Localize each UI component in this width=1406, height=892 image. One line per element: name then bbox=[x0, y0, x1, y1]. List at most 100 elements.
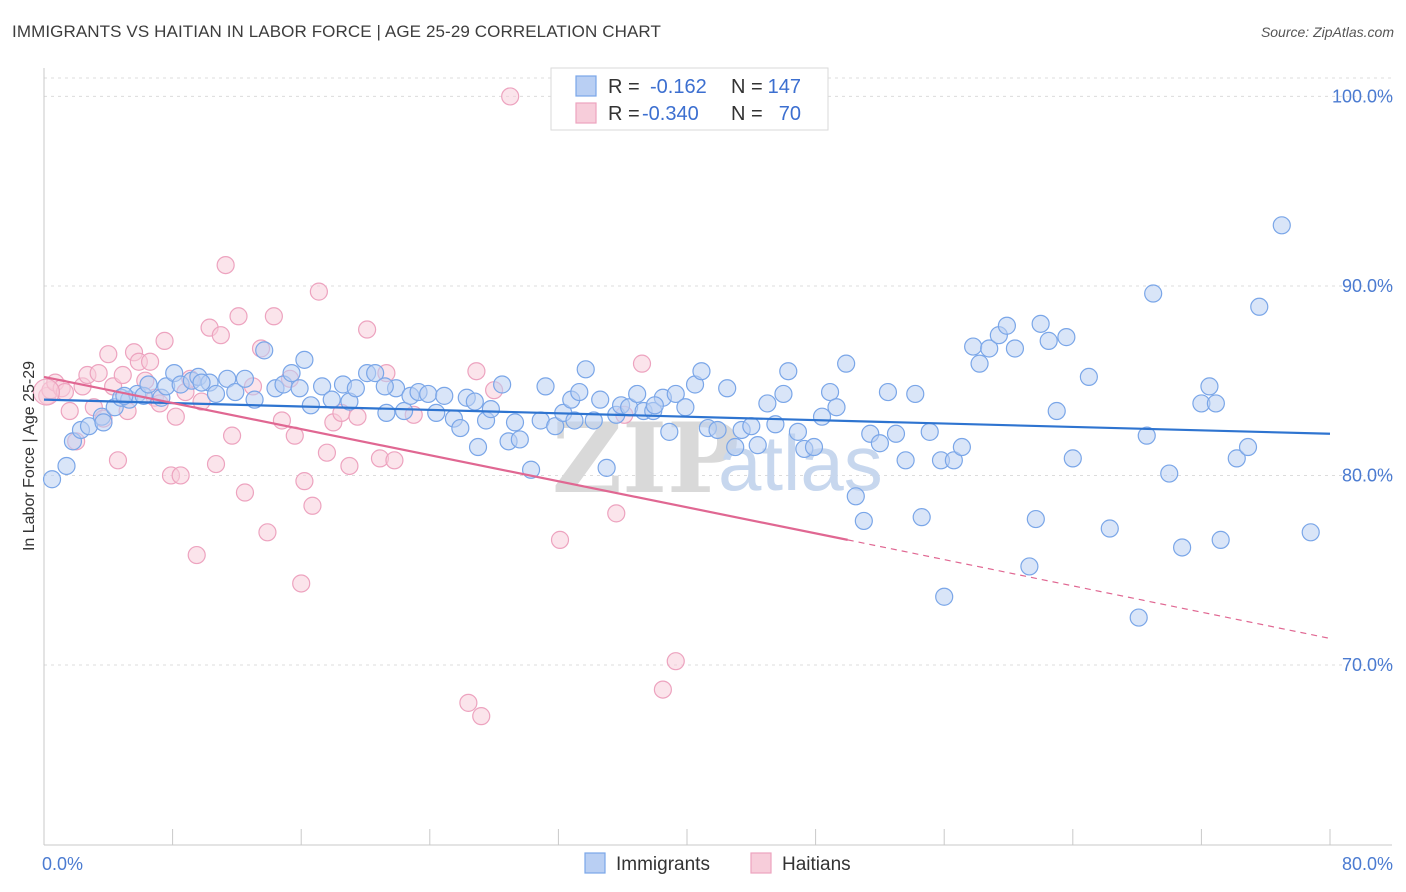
haitians-point bbox=[295, 472, 314, 491]
haitians-point bbox=[60, 401, 79, 421]
immigrants-point bbox=[837, 354, 856, 373]
legend-top: R = -0.162 N = 147 R = -0.340 N = 70 bbox=[550, 67, 829, 131]
y-axis-label: In Labor Force | Age 25-29 bbox=[21, 361, 38, 551]
immigrants-point bbox=[584, 411, 603, 430]
immigrants-point bbox=[377, 403, 396, 423]
haitians-point bbox=[358, 320, 377, 339]
legend-n-label: N = bbox=[731, 76, 763, 98]
y-tick-label: 80.0% bbox=[1342, 465, 1393, 485]
immigrants-point bbox=[546, 417, 565, 436]
haitians-point bbox=[89, 364, 108, 383]
legend-r-value: -0.162 bbox=[650, 76, 707, 98]
immigrants-point bbox=[1063, 449, 1082, 468]
immigrants-point bbox=[920, 422, 939, 441]
haitians-point bbox=[206, 454, 226, 474]
immigrants-point bbox=[366, 364, 385, 383]
immigrants-point bbox=[1173, 538, 1192, 557]
immigrants-point bbox=[692, 362, 711, 381]
legend-bottom: Immigrants Haitians bbox=[584, 852, 851, 875]
haitians-point bbox=[113, 365, 132, 385]
immigrants-point bbox=[1238, 437, 1258, 457]
haitians-point bbox=[99, 345, 118, 364]
haitians-point bbox=[222, 426, 242, 445]
immigrants-point bbox=[812, 407, 832, 426]
immigrants-point bbox=[1100, 519, 1119, 538]
immigrants-point bbox=[666, 384, 685, 404]
immigrants-point bbox=[1057, 328, 1076, 347]
immigrants-point bbox=[912, 508, 931, 527]
legend-bottom-swatch-haitians bbox=[750, 852, 772, 874]
immigrants-point bbox=[1227, 449, 1246, 468]
immigrants-point bbox=[1250, 297, 1269, 316]
immigrants-point bbox=[493, 375, 512, 394]
immigrants-point bbox=[1301, 523, 1320, 542]
immigrants-point bbox=[748, 436, 767, 455]
immigrants-point bbox=[295, 350, 314, 369]
immigrants-point bbox=[645, 396, 664, 415]
immigrants-point bbox=[827, 398, 846, 417]
immigrants-point bbox=[886, 424, 906, 443]
haitians-point bbox=[192, 392, 211, 411]
immigrants-point bbox=[970, 354, 989, 373]
immigrants-point bbox=[935, 587, 954, 606]
haitians-point bbox=[501, 87, 520, 106]
immigrants-point bbox=[820, 382, 840, 402]
legend-n-label: N = bbox=[731, 103, 763, 125]
haitians-point bbox=[187, 545, 206, 565]
immigrants-point bbox=[451, 418, 470, 438]
haitians-point bbox=[632, 354, 652, 373]
immigrants-point bbox=[255, 341, 274, 360]
haitians-point bbox=[166, 407, 185, 426]
haitians-point bbox=[171, 466, 190, 485]
immigrants-point bbox=[481, 400, 500, 419]
immigrants-point bbox=[896, 451, 915, 470]
immigrants-point bbox=[1026, 509, 1045, 529]
immigrants-point bbox=[94, 413, 113, 432]
immigrants-point bbox=[1031, 314, 1050, 333]
x-tick-label-min: 0.0% bbox=[42, 854, 83, 874]
haitians-point bbox=[309, 282, 328, 301]
haitians-point bbox=[472, 707, 491, 726]
chart-title: IMMIGRANTS VS HAITIAN IN LABOR FORCE | A… bbox=[12, 22, 661, 41]
haitians-point bbox=[211, 326, 230, 345]
immigrants-point bbox=[1137, 426, 1156, 445]
immigrants-point bbox=[628, 384, 647, 404]
immigrants-point bbox=[854, 511, 873, 531]
immigrants-point bbox=[1005, 339, 1025, 358]
haitians-point bbox=[108, 451, 128, 470]
immigrants-point bbox=[1206, 394, 1225, 413]
immigrants-point bbox=[218, 369, 237, 388]
immigrants-point bbox=[758, 394, 777, 413]
haitians-points bbox=[32, 87, 685, 726]
y-tick-label: 70.0% bbox=[1342, 655, 1393, 675]
immigrants-point bbox=[322, 390, 341, 409]
legend-top-box bbox=[550, 67, 829, 131]
immigrants-point bbox=[708, 420, 727, 440]
immigrants-point bbox=[192, 373, 211, 392]
immigrants-point bbox=[468, 437, 488, 457]
immigrants-point bbox=[980, 339, 999, 358]
haitians-trend-line-dashed bbox=[847, 539, 1331, 640]
immigrants-point bbox=[906, 384, 925, 404]
haitians-point bbox=[264, 307, 283, 326]
immigrants-point bbox=[944, 451, 963, 470]
immigrants-point bbox=[290, 379, 309, 398]
haitians-point bbox=[32, 378, 61, 406]
immigrants-point bbox=[726, 437, 745, 457]
immigrants-point bbox=[375, 377, 394, 396]
immigrants-point bbox=[1211, 530, 1230, 549]
legend-bottom-haitians: Haitians bbox=[782, 854, 851, 875]
haitians-point bbox=[292, 574, 311, 593]
trend-lines bbox=[43, 375, 1331, 640]
immigrants-point bbox=[788, 422, 808, 441]
immigrants-point bbox=[1160, 464, 1179, 483]
immigrants-point bbox=[804, 437, 824, 457]
legend-n-value: 70 bbox=[779, 103, 801, 125]
source-label: Source: ZipAtlas.com bbox=[1260, 24, 1394, 40]
immigrants-point bbox=[1020, 557, 1039, 576]
immigrants-point bbox=[870, 434, 890, 453]
haitians-point bbox=[385, 451, 404, 470]
x-tick-label-max: 80.0% bbox=[1342, 854, 1393, 874]
immigrants-point bbox=[465, 392, 484, 411]
